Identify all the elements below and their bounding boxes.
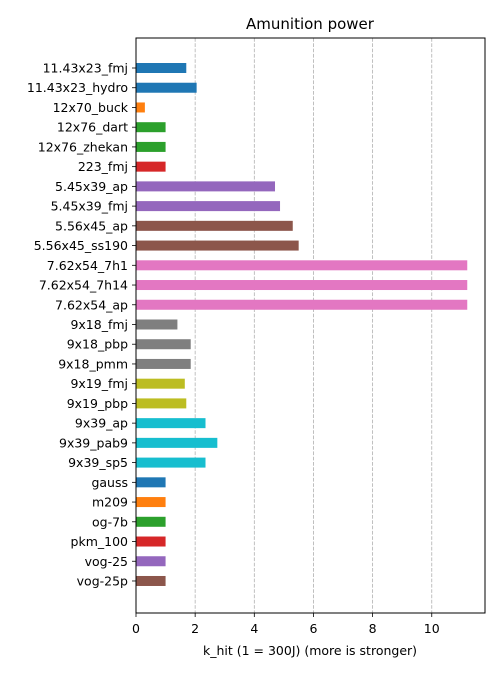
y-tick-label: 12x70_buck xyxy=(53,100,129,115)
x-tick-label: 8 xyxy=(369,621,377,636)
y-tick-label: 7.62x54_7h1 xyxy=(47,258,128,273)
bar xyxy=(136,299,468,310)
y-tick-label: og-7b xyxy=(92,514,128,529)
x-axis: 0 2 4 6 8 10 xyxy=(132,613,440,636)
grid-lines xyxy=(135,38,433,613)
x-tick-label: 10 xyxy=(424,621,440,636)
y-tick-label: 223_fmj xyxy=(78,159,128,174)
y-tick-label: 7.62x54_ap xyxy=(55,297,128,312)
y-tick-label: 12x76_zhekan xyxy=(38,139,128,154)
y-tick-label: 9x18_pbp xyxy=(67,337,128,352)
bar xyxy=(136,141,166,152)
bar xyxy=(136,102,145,113)
y-tick-label: 9x39_sp5 xyxy=(68,455,128,470)
bar xyxy=(136,161,166,172)
bar xyxy=(136,477,166,488)
bar xyxy=(136,418,206,429)
bar xyxy=(136,575,166,586)
bar xyxy=(136,63,187,73)
x-tick-label: 6 xyxy=(309,621,317,636)
bar xyxy=(136,398,187,409)
y-tick-label: 5.45x39_fmj xyxy=(51,199,128,214)
y-tick-label: 11.43x23_hydro xyxy=(27,80,128,95)
bar xyxy=(136,358,191,369)
y-tick-label: pkm_100 xyxy=(71,534,129,549)
bar xyxy=(136,556,166,567)
chart-title: Amunition power xyxy=(246,15,375,33)
x-axis-title: k_hit (1 = 300J) (more is stronger) xyxy=(203,643,417,658)
y-tick-label: 9x39_ap xyxy=(75,416,128,431)
y-tick-label: 5.56x45_ss190 xyxy=(34,238,128,253)
bars xyxy=(136,63,468,586)
y-tick-label: 9x18_fmj xyxy=(70,317,128,332)
bar xyxy=(136,82,197,93)
y-axis: 11.43x23_fmj 11.43x23_hydro 12x70_buck 12x7… xyxy=(27,61,136,588)
bar xyxy=(136,220,293,231)
y-tick-label: 5.45x39_ap xyxy=(55,179,128,194)
bar xyxy=(136,378,185,389)
bar xyxy=(136,240,299,251)
bar xyxy=(136,280,468,291)
bar xyxy=(136,457,206,468)
y-tick-label: vog-25 xyxy=(85,554,128,569)
bar xyxy=(136,201,281,212)
x-tick-label: 0 xyxy=(132,621,140,636)
y-tick-label: vog-25p xyxy=(77,573,128,588)
x-tick-label: 2 xyxy=(191,621,199,636)
bar xyxy=(136,339,191,350)
y-tick-label: 9x39_pab9 xyxy=(59,435,128,450)
bar xyxy=(136,497,166,508)
y-tick-label: gauss xyxy=(91,475,128,490)
y-tick-label: m209 xyxy=(92,495,128,510)
bar xyxy=(136,437,218,448)
bar xyxy=(136,260,468,271)
plot-frame xyxy=(135,37,486,614)
y-tick-label: 7.62x54_7h14 xyxy=(39,278,128,293)
bar xyxy=(136,516,166,527)
bar xyxy=(136,536,166,547)
bar xyxy=(136,319,178,330)
y-tick-label: 12x76_dart xyxy=(57,120,128,135)
x-tick-label: 4 xyxy=(250,621,258,636)
y-tick-label: 9x19_fmj xyxy=(70,376,128,391)
bar xyxy=(136,181,276,192)
bar xyxy=(136,122,166,133)
y-tick-label: 9x19_pbp xyxy=(67,396,128,411)
y-tick-label: 9x18_pmm xyxy=(58,356,128,371)
y-tick-label: 11.43x23_fmj xyxy=(43,61,128,76)
y-tick-label: 5.56x45_ap xyxy=(55,218,128,233)
